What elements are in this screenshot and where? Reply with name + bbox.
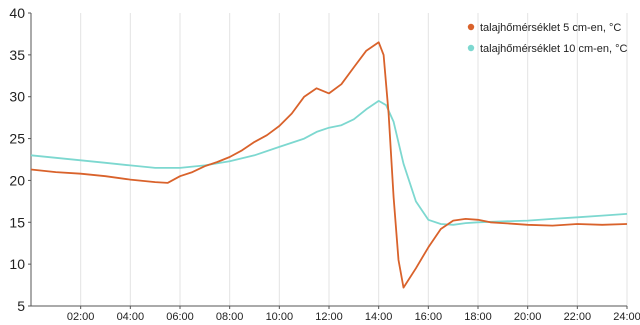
legend: talajhőmérséklet 5 cm-en, °C talajhőmérsé…	[467, 22, 628, 55]
x-tick-label: 24:00	[613, 311, 640, 323]
x-tick-label: 20:00	[514, 311, 542, 323]
y-tick-label: 20	[9, 172, 25, 188]
x-tick-label: 12:00	[315, 311, 343, 323]
x-tick-label: 02:00	[67, 311, 95, 323]
x-axis-ticks: 02:00 04:00 06:00 08:00 10:00 12:00 14:00 16:00…	[67, 306, 640, 323]
legend-marker-5cm	[467, 23, 475, 31]
x-tick-label: 10:00	[266, 311, 294, 323]
y-tick-label: 30	[9, 89, 25, 105]
y-tick-label: 25	[9, 131, 25, 147]
x-tick-label: 04:00	[117, 311, 145, 323]
y-tick-label: 40	[9, 5, 25, 21]
legend-label-5cm: talajhőmérséklet 5 cm-en, °C	[480, 22, 621, 34]
grid-lines	[80, 13, 628, 306]
y-tick-label: 15	[9, 214, 25, 230]
x-tick-label: 08:00	[216, 311, 244, 323]
x-tick-label: 18:00	[464, 311, 492, 323]
legend-label-10cm: talajhőmérséklet 10 cm-en, °C	[480, 43, 628, 55]
x-tick-label: 22:00	[564, 311, 592, 323]
legend-marker-10cm	[467, 44, 475, 52]
x-tick-label: 14:00	[365, 311, 393, 323]
x-tick-label: 16:00	[415, 311, 443, 323]
y-axis-ticks: 5 10 15 20 25 30 35 40	[9, 5, 31, 314]
x-tick-label: 06:00	[166, 311, 194, 323]
y-tick-label: 10	[9, 256, 25, 272]
y-tick-label: 35	[9, 47, 25, 63]
series-lines	[30, 41, 628, 289]
y-tick-label: 5	[17, 298, 25, 314]
series-line-5cm	[30, 41, 628, 289]
